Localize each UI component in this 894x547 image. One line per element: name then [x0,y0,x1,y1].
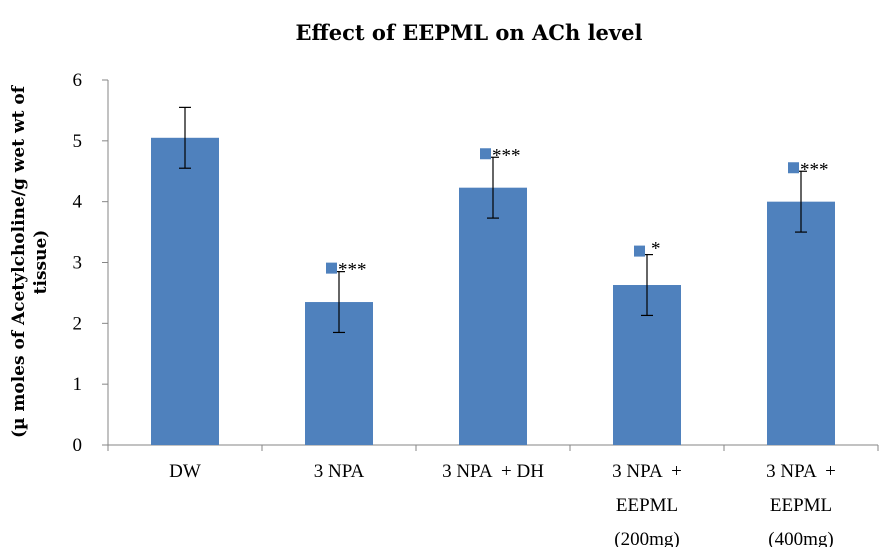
bar [151,137,219,445]
bar [459,187,527,446]
category-label: 3 NPA [314,461,365,482]
category-label: 3 NPA + [612,461,682,482]
y-axis-label: (µ moles of Acetylcholine/g wet wt of tis… [9,84,51,438]
significance-marker [788,162,799,174]
y-tick-label: 4 [73,192,83,213]
y-tick-label: 6 [73,70,83,91]
y-axis-ticks: 0 1 2 3 4 5 6 [73,70,108,456]
y-axis-label-line: (µ moles of Acetylcholine/g wet wt of [9,84,29,438]
x-axis-categories: DW 3 NPA 3 NPA + DH 3 NPA + EEPML (200mg) 3 NP… [169,461,836,547]
category-label: DW [169,461,201,482]
category-label: (400mg) [768,529,833,547]
significance-label: *** [338,260,367,281]
category-label: 3 NPA + DH [442,461,544,482]
significance-label: *** [800,159,829,180]
bar [767,201,835,445]
significance-marker [480,148,491,160]
significance-marker [326,262,337,274]
y-tick-label: 0 [73,435,83,456]
y-tick-label: 3 [73,253,83,274]
category-label: EEPML [616,495,678,516]
significance-markers: ********** [326,145,829,281]
significance-label: *** [492,145,521,166]
chart-title: Effect of EEPML on ACh level [296,20,643,45]
y-tick-label: 5 [73,131,83,152]
error-bars [179,106,807,334]
y-axis-label-line: tissue) [31,230,51,295]
bars [151,137,835,446]
category-label: (200mg) [614,529,679,547]
y-tick-label: 1 [73,374,83,395]
category-label: 3 NPA + [766,461,836,482]
y-tick-label: 2 [73,313,83,334]
significance-marker [634,245,645,257]
significance-label: * [651,239,661,260]
category-label: EEPML [770,495,832,516]
